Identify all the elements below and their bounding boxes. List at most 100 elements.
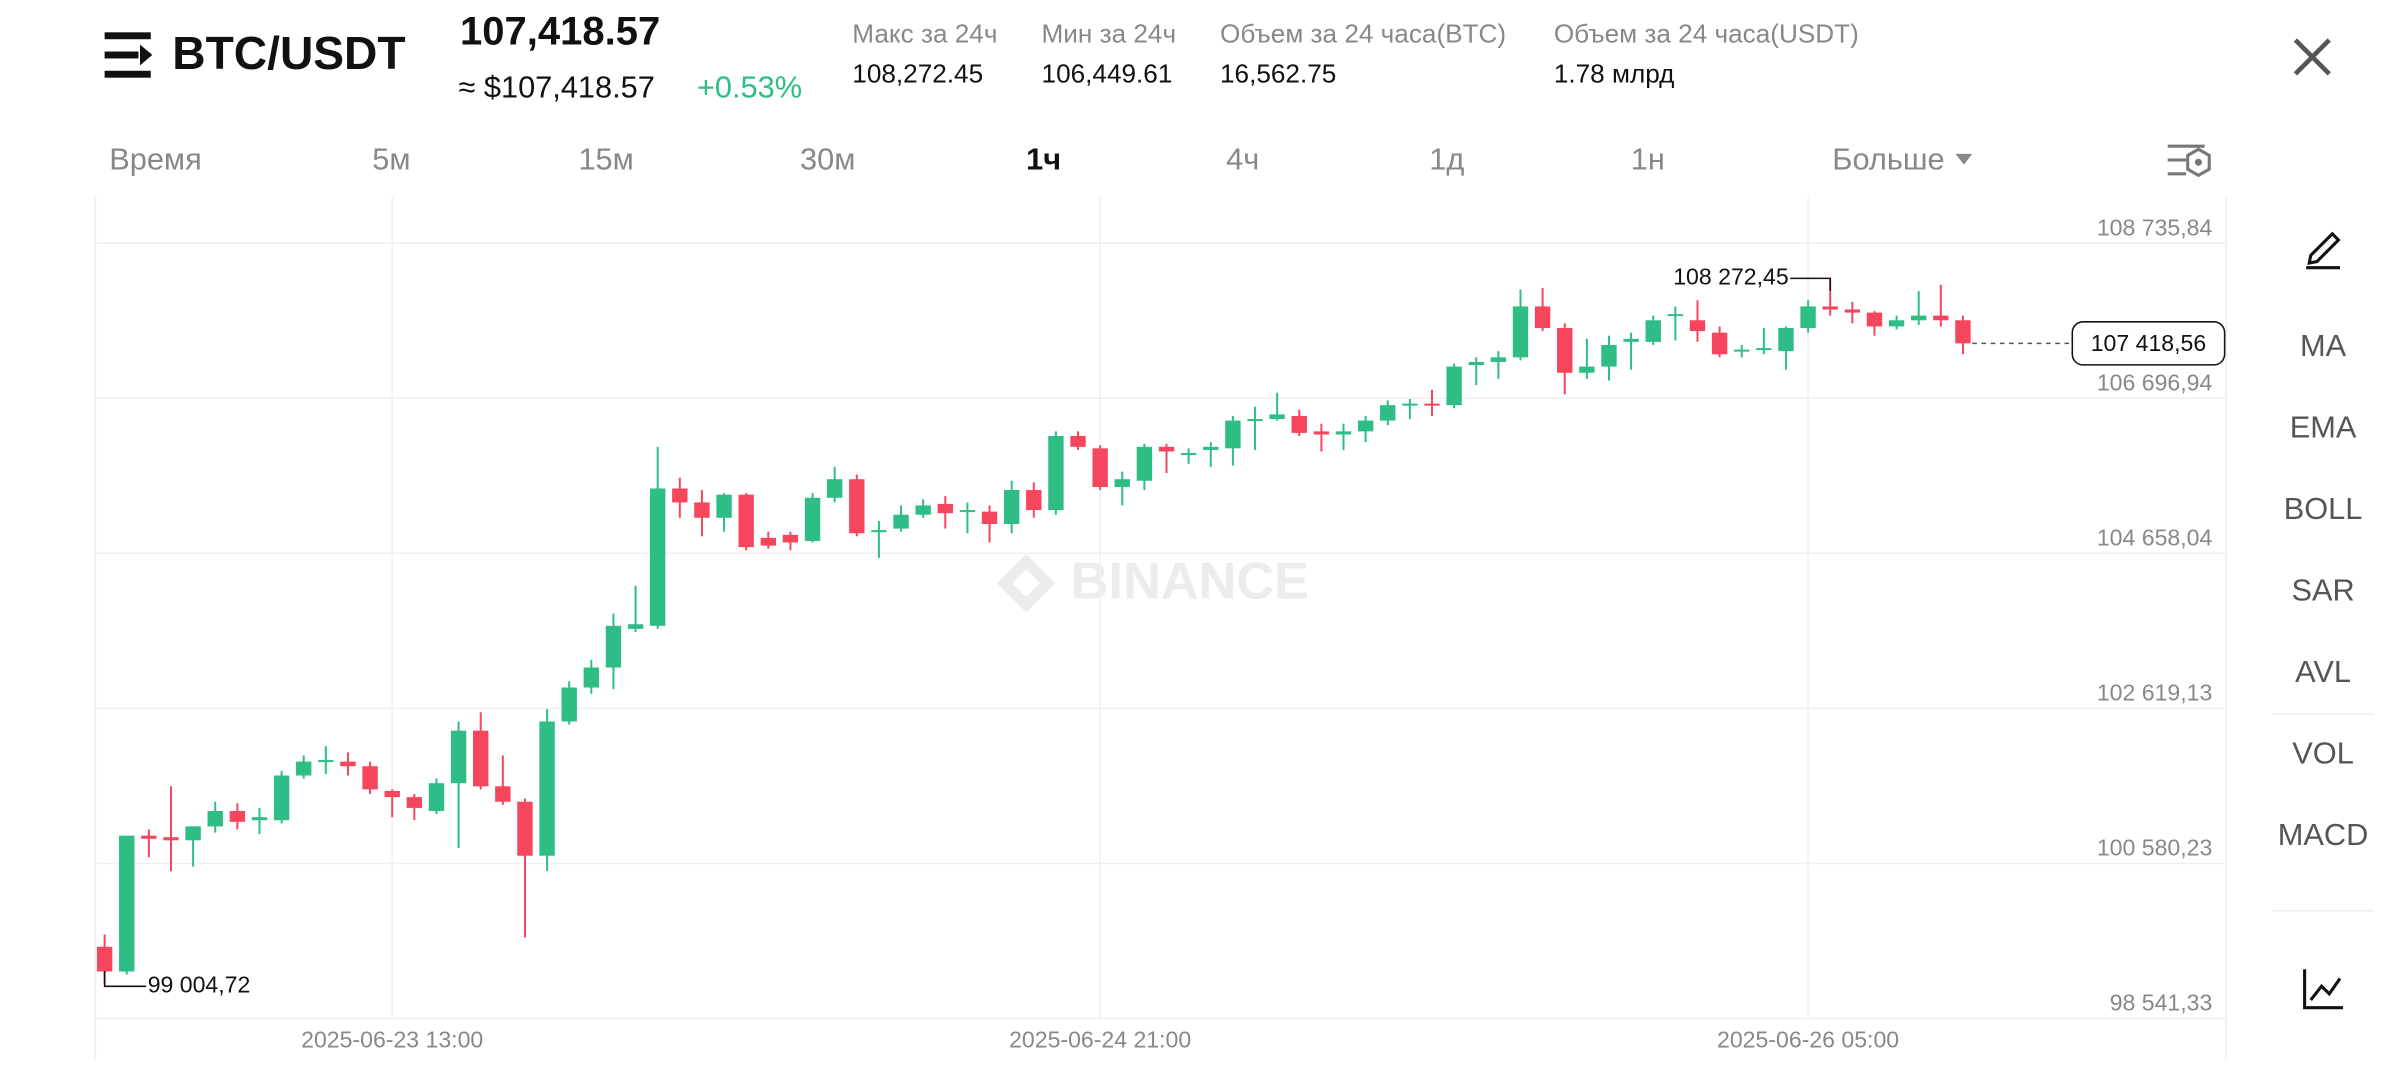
candle-body [119,835,135,972]
candle-body [517,801,533,856]
candle-body [937,503,953,514]
y-tick-label: 98 541,33 [2110,990,2213,1016]
candle-body [1557,328,1573,373]
candle-body [1911,315,1927,321]
timeframe-tab[interactable]: 1н [1631,142,1665,177]
candle-body [1446,366,1462,406]
settings-hex [2186,147,2211,178]
candle-body [539,721,555,856]
stat-label: Объем за 24 часа(BTC) [1220,18,1506,48]
timeframe-tab[interactable]: Время [109,142,202,177]
candle-body [1468,361,1484,366]
candle-body [893,514,909,529]
candle-body [428,783,445,812]
settings-dot [2194,158,2202,166]
menu-icon[interactable] [104,32,153,78]
candle-body [1136,446,1153,481]
candle-body [1114,479,1130,487]
settings-lines [2167,144,2205,176]
y-tick-label: 100 580,23 [2097,835,2212,861]
chart-tool[interactable] [2303,969,2344,1010]
candle-body [1645,320,1661,342]
timeframe-tab[interactable]: 30м [800,142,855,177]
candle-body [1070,436,1086,447]
candle-body [1623,338,1639,342]
candle-body [185,826,201,841]
candle-body [782,534,799,543]
candle-body [583,667,600,688]
candle-body [1335,431,1352,435]
candle-body [738,494,754,548]
candle-body [1424,403,1440,406]
timeframe-tab[interactable]: 15м [578,142,633,177]
price: 107,418.57 [460,9,660,53]
candle-body [1048,436,1064,511]
settings-icon[interactable] [2167,144,2211,178]
candle-body [1534,306,1551,329]
y-tick-label: 108 735,84 [2097,214,2213,240]
candle-body [495,786,511,802]
approx-price: ≈ $107,418.57 [458,69,654,104]
menu-arrow [140,44,153,66]
candle-body [650,488,666,626]
candle-body [1402,403,1418,406]
indicator[interactable]: MA [2300,328,2347,363]
timeframe-tab[interactable]: 1ч [1026,142,1061,177]
candle-body [163,837,179,841]
candle-body [1490,357,1507,362]
timeframe-tab[interactable]: 5м [372,142,410,177]
candle-body [694,502,710,518]
candle-body [561,687,577,722]
candle-body [296,761,312,776]
close-icon [2293,38,2331,76]
candle-body [760,537,776,546]
candle-body [1269,414,1285,420]
indicators: MA EMA BOLL SAR AVL VOL MACD [2278,328,2369,852]
candle-body [1844,309,1861,313]
stat-label: Объем за 24 часа(USDT) [1554,18,1859,48]
timeframe-tab[interactable]: 4ч [1226,142,1259,177]
indicator[interactable]: AVL [2295,654,2351,689]
stat-value: 16,562.75 [1220,58,1336,88]
watermark-text: BINANCE [1071,552,1309,610]
pencil-icon [2307,231,2341,266]
timeframes: Время 5м 15м 30м 1ч 4ч 1д 1н Больше [109,142,1973,177]
stat-value: 106,449.61 [1042,58,1173,88]
candle-body [1734,349,1750,352]
stat-value: 108,272.45 [852,58,983,88]
indicator[interactable]: SAR [2291,572,2354,607]
indicator[interactable]: BOLL [2284,491,2363,526]
stats: Макс за 24ч 108,272.45 Мин за 24ч 106,449.6… [852,18,1859,88]
indicator[interactable]: VOL [2292,736,2354,771]
candle-body [1092,448,1108,487]
candle-body [362,766,378,790]
candle-body [340,761,356,767]
menu-bar [104,70,151,78]
indicator[interactable]: MACD [2278,817,2369,852]
candle-body [1800,306,1816,329]
indicator[interactable]: EMA [2290,409,2357,444]
x-tick-label: 2025-06-23 13:00 [301,1027,483,1053]
draw-tool[interactable] [2306,231,2341,270]
y-tick-label: 104 658,04 [2097,525,2213,551]
menu-bar [104,51,139,59]
x-tick-label: 2025-06-26 05:00 [1717,1027,1899,1053]
low-label: 99 004,72 [148,971,251,997]
close-button[interactable] [2293,38,2331,76]
last-price-label: 107 418,56 [2091,330,2206,356]
candle-body [1003,490,1020,525]
watermark-logo [996,553,1056,613]
stat-label: Мин за 24ч [1042,18,1177,48]
candle-body [1380,405,1396,421]
candle-body [406,797,423,808]
watermark: BINANCE [996,552,1309,613]
timeframe-tab[interactable]: 1д [1429,142,1464,177]
candle-body [849,479,865,534]
candle-body [1313,431,1330,435]
low-leader [103,970,147,988]
candle-body [1689,320,1706,332]
candle-body [273,775,290,821]
timeframe-tab[interactable]: Больше [1832,142,1944,177]
menu-bar [104,32,151,40]
